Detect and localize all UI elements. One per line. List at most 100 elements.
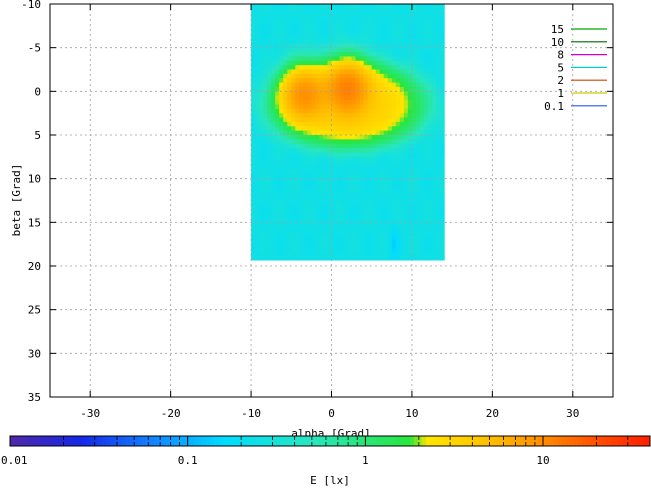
heat-cell bbox=[419, 91, 425, 97]
heat-cell bbox=[407, 226, 413, 232]
heat-cell bbox=[440, 95, 445, 101]
heat-cell bbox=[251, 104, 256, 110]
heat-cell bbox=[319, 174, 325, 180]
heat-cell bbox=[259, 56, 264, 62]
heat-cell bbox=[391, 239, 397, 245]
heat-cell bbox=[267, 43, 272, 49]
heat-cell bbox=[287, 231, 292, 237]
heat-cell bbox=[251, 204, 256, 210]
heat-cell bbox=[343, 226, 349, 232]
heat-cell bbox=[259, 113, 264, 119]
heat-cell bbox=[432, 139, 437, 145]
heat-cell bbox=[307, 34, 312, 40]
heat-cell bbox=[387, 252, 393, 258]
heat-cell bbox=[275, 200, 280, 206]
heat-cell bbox=[343, 8, 349, 14]
heat-cell bbox=[263, 209, 268, 215]
heat-cell bbox=[323, 139, 329, 145]
heat-cell bbox=[399, 143, 405, 149]
heat-cell bbox=[436, 135, 441, 140]
colorbar-segment bbox=[106, 436, 111, 446]
heat-cell bbox=[436, 231, 441, 237]
heat-cell bbox=[263, 56, 268, 62]
heat-cell bbox=[428, 69, 433, 75]
heat-cell bbox=[339, 86, 345, 92]
heat-cell bbox=[359, 78, 365, 84]
heat-cell bbox=[251, 252, 256, 258]
heat-cell bbox=[267, 252, 272, 258]
heat-cell bbox=[399, 52, 405, 57]
heat-cell bbox=[419, 56, 425, 62]
heat-cell bbox=[375, 235, 381, 241]
heat-cell bbox=[255, 25, 260, 31]
heat-cell bbox=[343, 30, 349, 36]
heat-cell bbox=[319, 196, 325, 202]
heat-cell bbox=[315, 152, 321, 158]
heat-cell bbox=[415, 17, 421, 23]
heat-cell bbox=[251, 65, 256, 71]
heat-cell bbox=[271, 148, 276, 154]
heat-cell bbox=[440, 43, 445, 49]
heat-cell bbox=[335, 217, 341, 223]
heat-cell bbox=[283, 126, 288, 132]
heat-cell bbox=[419, 38, 425, 44]
heat-cell bbox=[440, 130, 445, 136]
heat-cell bbox=[263, 30, 268, 36]
heat-cell bbox=[387, 126, 393, 132]
heat-cell bbox=[307, 21, 312, 27]
heat-cell bbox=[371, 43, 377, 49]
heat-cell bbox=[323, 148, 329, 154]
colorbar-segment bbox=[206, 436, 211, 446]
heat-cell bbox=[395, 235, 401, 241]
heat-cell bbox=[411, 108, 417, 114]
heat-cell bbox=[263, 257, 268, 261]
heat-cell bbox=[323, 73, 329, 79]
heat-cell bbox=[351, 34, 357, 40]
heat-cell bbox=[279, 78, 284, 84]
heat-cell bbox=[307, 139, 312, 145]
heat-cell bbox=[263, 21, 268, 27]
heat-cell bbox=[275, 183, 280, 188]
heat-cell bbox=[432, 69, 437, 75]
heat-cell bbox=[395, 12, 401, 18]
heat-cell bbox=[263, 38, 268, 44]
heat-cell bbox=[440, 239, 445, 245]
heat-cell bbox=[283, 34, 288, 40]
heat-cell bbox=[271, 139, 276, 145]
heat-cell bbox=[323, 117, 329, 123]
heat-cell bbox=[335, 17, 341, 23]
heat-cell bbox=[395, 204, 401, 210]
heat-cell bbox=[323, 161, 329, 167]
heat-cell bbox=[428, 104, 433, 110]
heat-cell bbox=[423, 113, 429, 119]
heat-cell bbox=[391, 108, 397, 114]
heat-cell bbox=[331, 183, 337, 188]
heat-cell bbox=[391, 82, 397, 88]
heat-cell bbox=[291, 187, 296, 193]
colorbar-segment bbox=[494, 436, 499, 446]
heat-cell bbox=[371, 86, 377, 92]
heat-cell bbox=[319, 200, 325, 206]
heat-cell bbox=[411, 38, 417, 44]
heat-cell bbox=[379, 152, 385, 158]
heat-cell bbox=[403, 178, 409, 184]
heat-cell bbox=[367, 47, 373, 53]
heat-cell bbox=[375, 30, 381, 36]
heat-cell bbox=[440, 191, 445, 197]
heat-cell bbox=[335, 161, 341, 167]
heat-cell bbox=[319, 257, 325, 261]
heat-cell bbox=[327, 204, 333, 210]
heat-cell bbox=[432, 226, 437, 232]
heat-cell bbox=[379, 156, 385, 162]
heat-cell bbox=[387, 152, 393, 158]
heat-cell bbox=[311, 25, 317, 31]
heat-cell bbox=[415, 38, 421, 44]
heat-cell bbox=[379, 38, 385, 44]
heat-cell bbox=[351, 126, 357, 132]
heat-cell bbox=[407, 161, 413, 167]
heat-cell bbox=[419, 135, 425, 140]
heat-cell bbox=[403, 82, 409, 88]
heat-cell bbox=[299, 21, 304, 27]
heat-cell bbox=[343, 121, 349, 127]
heat-cell bbox=[371, 91, 377, 97]
